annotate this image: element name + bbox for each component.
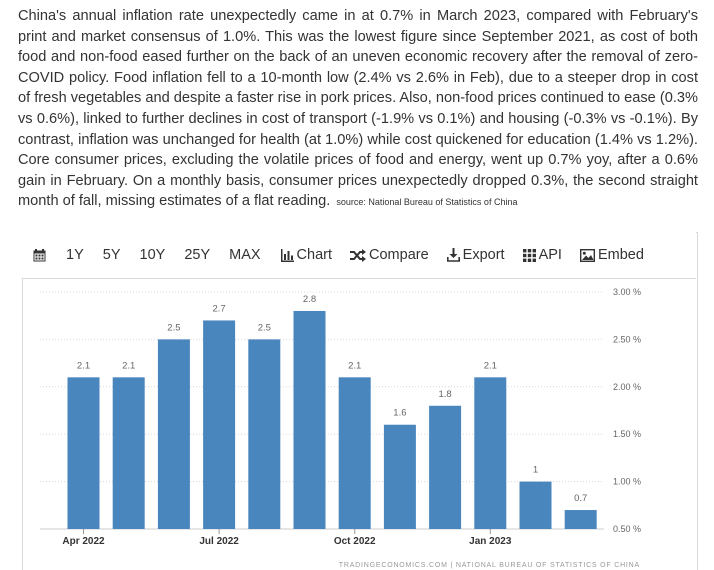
range-max-button[interactable]: MAX (229, 247, 261, 263)
chart-type-button[interactable]: Chart (280, 247, 333, 263)
chart-panel (22, 232, 698, 570)
download-icon (446, 248, 460, 262)
range-5y-button[interactable]: 5Y (102, 247, 121, 263)
range-1y-button[interactable]: 1Y (66, 247, 84, 263)
range-25y-button[interactable]: 25Y (184, 247, 211, 263)
api-button[interactable]: API (522, 247, 562, 263)
export-button[interactable]: Export (446, 247, 505, 263)
grid-dots-icon (522, 248, 536, 262)
range-10y-button[interactable]: 10Y (139, 247, 166, 263)
api-label: API (538, 247, 562, 263)
export-label: Export (462, 247, 505, 263)
article-source: source: National Bureau of Statistics of… (336, 197, 518, 208)
article-paragraph: China's annual inflation rate unexpected… (18, 8, 698, 210)
calendar-icon[interactable] (33, 248, 46, 262)
bar-chart-icon (280, 248, 294, 262)
embed-label: Embed (597, 247, 644, 263)
image-icon (579, 248, 595, 262)
compare-button[interactable]: Compare (350, 247, 429, 263)
article-text-block: China's annual inflation rate unexpected… (18, 6, 698, 212)
chart-toolbar: 1Y 5Y 10Y 25Y MAX Chart Compare Export (22, 232, 696, 279)
embed-button[interactable]: Embed (579, 247, 644, 263)
shuffle-icon (350, 248, 367, 262)
chart-type-label: Chart (296, 247, 333, 263)
compare-label: Compare (369, 247, 429, 263)
calendar-icon-graphic (33, 248, 46, 261)
